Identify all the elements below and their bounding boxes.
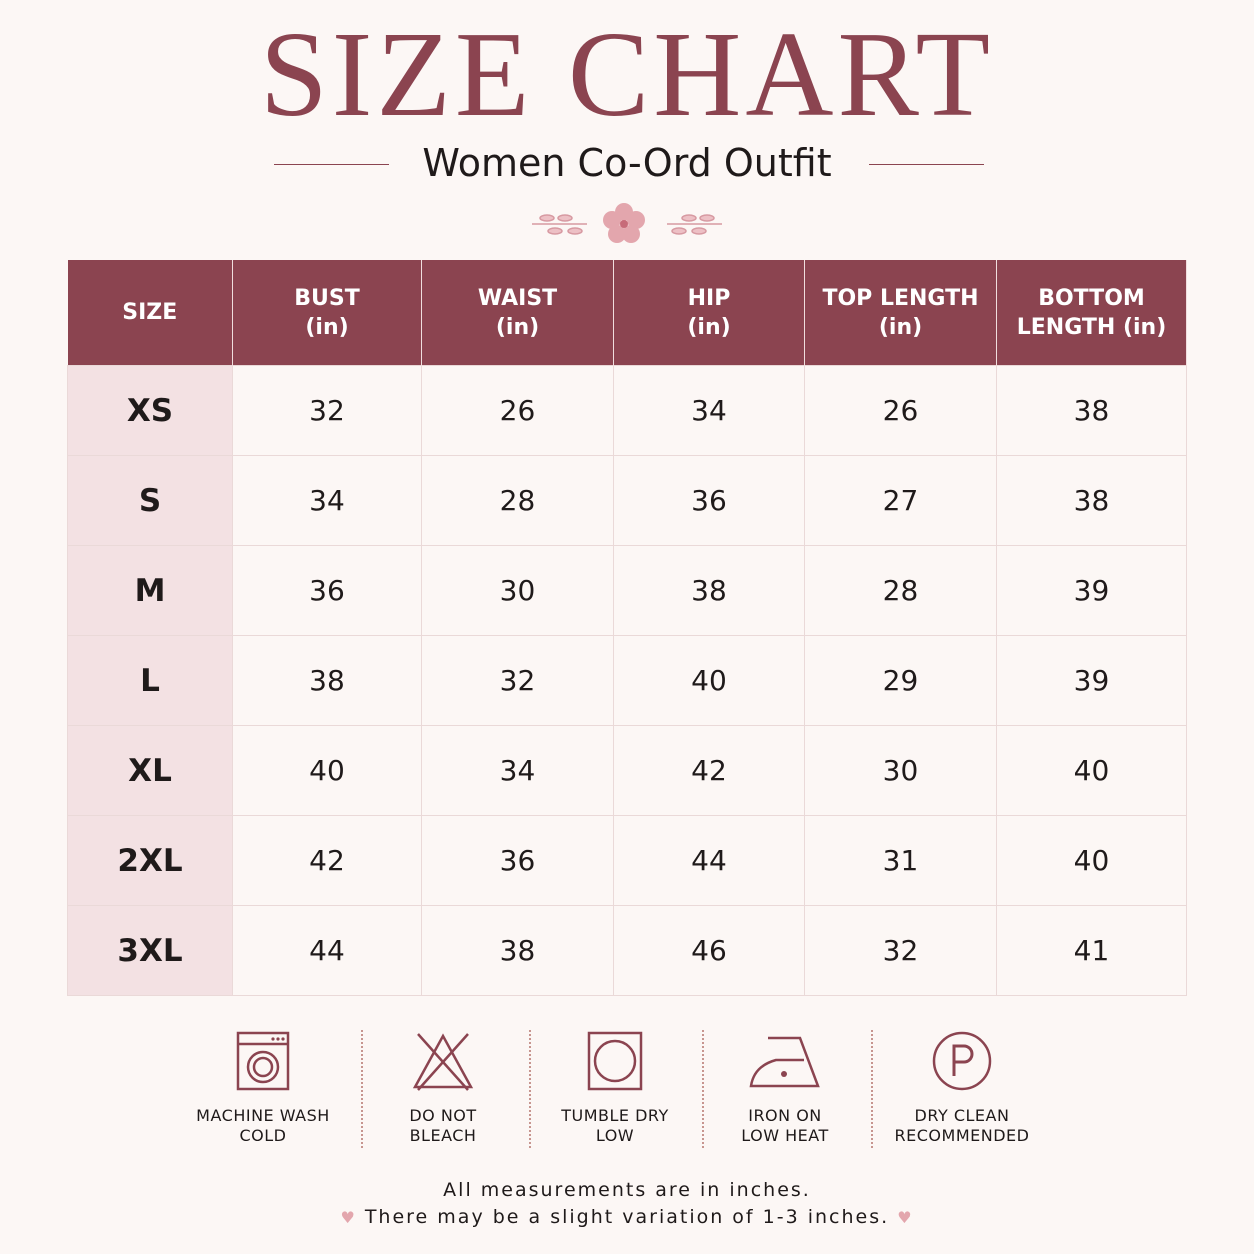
measurement-cell: 31: [804, 815, 997, 906]
footer-note: All measurements are in inches.: [443, 1179, 811, 1201]
size-cell: 2XL: [67, 815, 233, 906]
column-header: SIZE: [67, 260, 233, 366]
footer-note: There may be a slight variation of 1-3 i…: [364, 1206, 890, 1228]
measurement-cell: 36: [232, 545, 422, 636]
care-item: IRON ON LOW HEAT: [700, 1030, 870, 1146]
measurement-cell: 36: [613, 455, 805, 546]
flower-ornament: [532, 203, 722, 243]
header-row: SIZE BUST (in) WAIST (in) HIP (in) TOP LENGT…: [67, 260, 1187, 366]
measurement-cell: 29: [804, 635, 997, 726]
measurement-cell: 38: [232, 635, 422, 726]
measurement-cell: 38: [421, 905, 614, 996]
measurement-cell: 34: [232, 455, 422, 546]
measurement-cell: 36: [421, 815, 614, 906]
care-label: IRON ON LOW HEAT: [741, 1106, 829, 1145]
care-label: TUMBLE DRY LOW: [561, 1106, 669, 1145]
icon-iron: [749, 1036, 820, 1088]
measurement-cell: 34: [421, 725, 614, 816]
separator: [702, 1030, 704, 1148]
footer-note-row: ♥ There may be a slight variation of 1-3…: [0, 1206, 1254, 1228]
table-row: 3XL 44 38 46 32 41: [67, 905, 1187, 996]
measurement-cell: 34: [613, 365, 805, 456]
column-header: TOP LENGTH (in): [804, 260, 997, 366]
measurement-cell: 30: [804, 725, 997, 816]
measurement-cell: 46: [613, 905, 805, 996]
measurement-cell: 38: [613, 545, 805, 636]
column-header: BOTTOM LENGTH (in): [996, 260, 1187, 366]
size-cell: M: [67, 545, 233, 636]
table-row: L 38 32 40 29 39: [67, 635, 1187, 726]
care-item: DO NOT BLEACH: [358, 1030, 528, 1146]
heart-icon: ♥: [897, 1208, 914, 1227]
measurement-cell: 44: [232, 905, 422, 996]
care-item: MACHINE WASH COLD: [178, 1030, 348, 1146]
measurement-cell: 40: [996, 725, 1187, 816]
size-table: SIZE BUST (in) WAIST (in) HIP (in) TOP LENGT…: [67, 260, 1187, 996]
care-label: DO NOT BLEACH: [409, 1106, 477, 1145]
measurement-cell: 28: [421, 455, 614, 546]
table-row: S 34 28 36 27 38: [67, 455, 1187, 546]
measurement-cell: 38: [996, 365, 1187, 456]
divider: [274, 164, 389, 165]
measurement-cell: 44: [613, 815, 805, 906]
care-label: DRY CLEAN RECOMMENDED: [894, 1106, 1030, 1145]
care-label: MACHINE WASH COLD: [196, 1106, 330, 1145]
measurement-cell: 40: [996, 815, 1187, 906]
icon-machine-wash: [236, 1031, 290, 1091]
measurement-cell: 28: [804, 545, 997, 636]
table-row: M 36 30 38 28 39: [67, 545, 1187, 636]
size-cell: 3XL: [67, 905, 233, 996]
size-cell: XL: [67, 725, 233, 816]
separator: [361, 1030, 363, 1148]
measurement-cell: 26: [804, 365, 997, 456]
divider: [869, 164, 984, 165]
table-row: 2XL 42 36 44 31 40: [67, 815, 1187, 906]
measurement-cell: 38: [996, 455, 1187, 546]
icon-no-bleach: [412, 1033, 474, 1091]
measurement-cell: 42: [613, 725, 805, 816]
measurement-cell: 27: [804, 455, 997, 546]
table-row: XL 40 34 42 30 40: [67, 725, 1187, 816]
care-item: DRY CLEAN RECOMMENDED: [877, 1030, 1047, 1146]
measurement-cell: 32: [232, 365, 422, 456]
subtitle: Women Co-Ord Outfit: [422, 141, 832, 185]
column-header: HIP (in): [613, 260, 805, 366]
measurement-cell: 40: [232, 725, 422, 816]
separator: [871, 1030, 873, 1148]
size-cell: XS: [67, 365, 233, 456]
table-body: XS 32 26 34 26 38 S 34 28 36 27 38 M 36 30 38 28 39 L 38 32 4…: [67, 365, 1187, 996]
measurement-cell: 26: [421, 365, 614, 456]
title: SIZE CHART: [259, 7, 995, 142]
measurement-cell: 42: [232, 815, 422, 906]
care-item: TUMBLE DRY LOW: [530, 1030, 700, 1146]
measurement-cell: 32: [421, 635, 614, 726]
table-row: XS 32 26 34 26 38: [67, 365, 1187, 456]
icon-tumble-dry: [587, 1031, 643, 1091]
measurement-cell: 30: [421, 545, 614, 636]
measurement-cell: 32: [804, 905, 997, 996]
icon-dry-clean: [932, 1031, 992, 1091]
measurement-cell: 39: [996, 635, 1187, 726]
size-cell: S: [67, 455, 233, 546]
column-header: WAIST (in): [421, 260, 614, 366]
size-cell: L: [67, 635, 233, 726]
measurement-cell: 39: [996, 545, 1187, 636]
measurement-cell: 41: [996, 905, 1187, 996]
measurement-cell: 40: [613, 635, 805, 726]
separator: [529, 1030, 531, 1148]
heart-icon: ♥: [340, 1208, 357, 1227]
column-header: BUST (in): [232, 260, 422, 366]
